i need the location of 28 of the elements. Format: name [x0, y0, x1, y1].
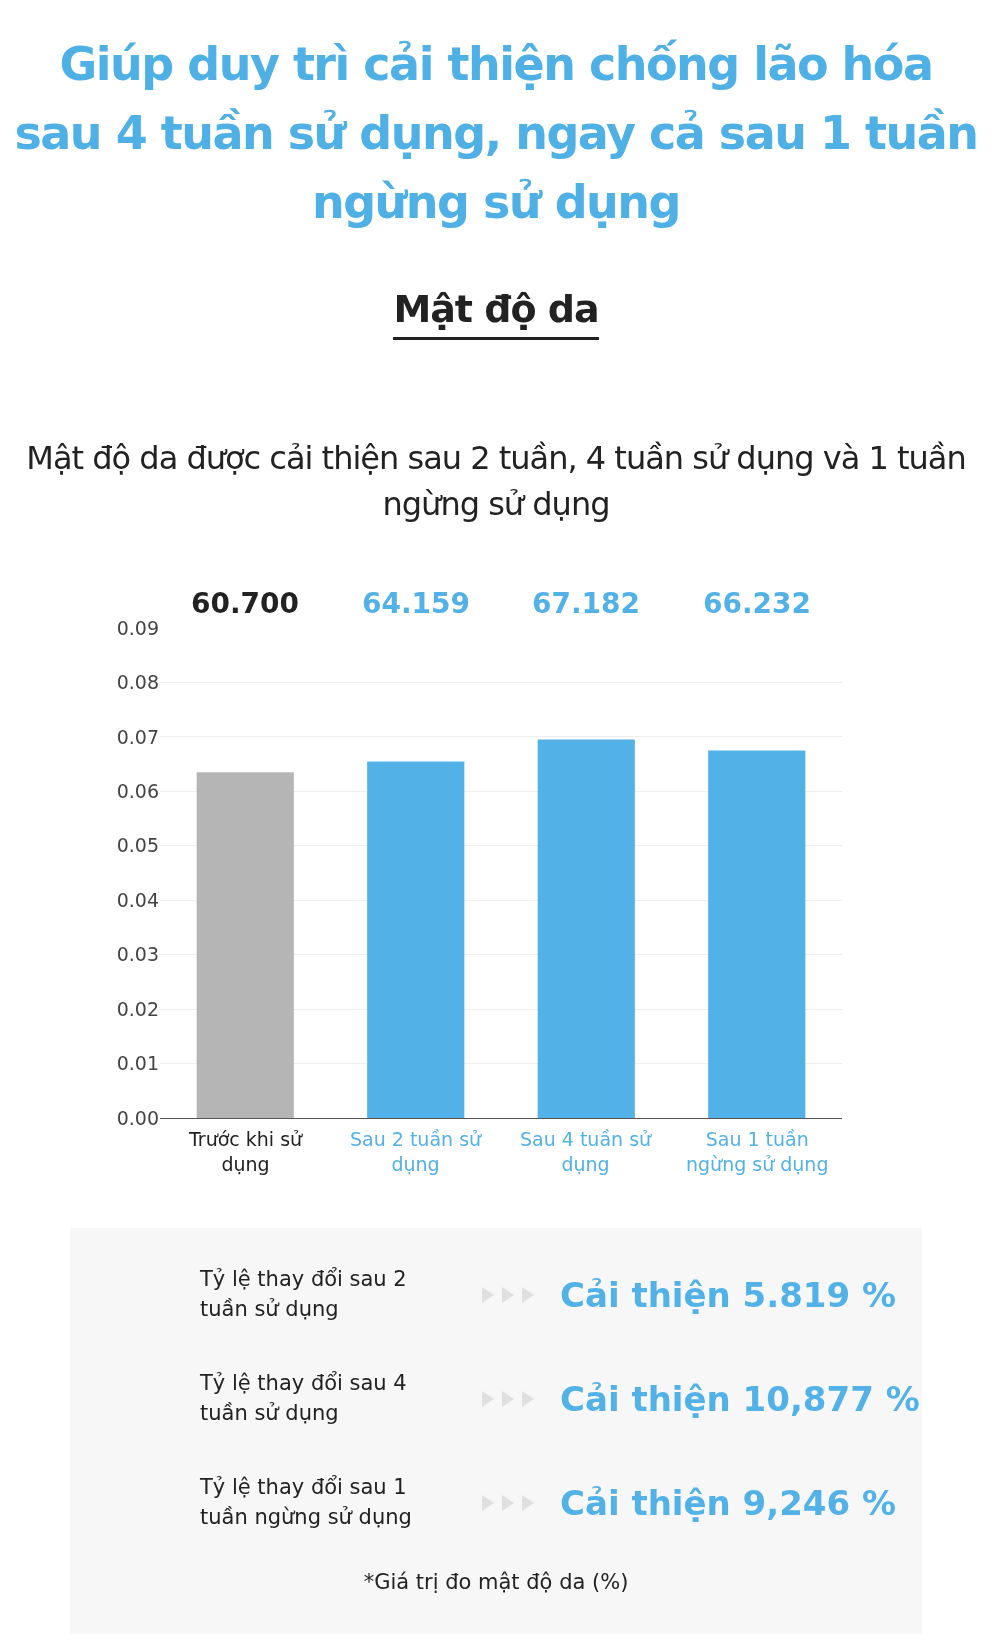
text: Cải thiện 10,877 % — [560, 1378, 920, 1419]
x-tick-label: Sau 1 tuần ngừng sử dụng — [686, 1127, 829, 1175]
chart-title: Giúp duy trì cải thiện chống lão hóa sau 4 tuần sử dụng, ngay cả sau 1 tuần ngừng sử dụng — [14, 36, 978, 231]
y-tick-label: 0.07 — [116, 725, 159, 748]
text: 67.182 — [532, 586, 641, 620]
y-tick-label: 0.01 — [116, 1051, 159, 1074]
text: Cải thiện 9,246 % — [560, 1482, 898, 1523]
chart-subtitle: Mật độ da — [393, 287, 599, 340]
text: Tỷ lệ thay đổi sau 1 tuần ngừng sử dụng — [200, 1474, 413, 1531]
y-tick-label: 0.03 — [116, 943, 159, 966]
y-tick-label: 0.08 — [116, 670, 159, 693]
text: 66.232 — [703, 586, 812, 620]
y-tick-label: 0.09 — [116, 616, 159, 639]
text: 64.159 — [362, 586, 471, 620]
x-tick-label: Sau 2 tuần sử dụng — [350, 1127, 483, 1175]
x-tick-label: Trước khi sử dụng — [188, 1127, 304, 1175]
y-tick-label: 0.04 — [116, 888, 159, 911]
text: Tỷ lệ thay đổi sau 2 tuần sử dụng — [200, 1266, 408, 1323]
y-tick-label: 0.05 — [116, 834, 159, 857]
y-tick-label: 0.00 — [116, 1106, 159, 1129]
text: Cải thiện 5.819 % — [560, 1274, 898, 1315]
y-tick-label: 0.06 — [116, 779, 159, 802]
y-tick-label: 0.02 — [116, 997, 159, 1020]
text: Mật độ da được cải thiện sau 2 tuần, 4 tuần sử dụng và 1 tuần ngừng sử dụng — [25, 438, 967, 526]
text: *Giá trị đo mật độ da (%) — [362, 1569, 630, 1594]
x-tick-label: Sau 4 tuần sử dụng — [520, 1127, 653, 1175]
text: Tỷ lệ thay đổi sau 4 tuần sử dụng — [200, 1370, 408, 1427]
text: 60.700 — [191, 586, 300, 620]
